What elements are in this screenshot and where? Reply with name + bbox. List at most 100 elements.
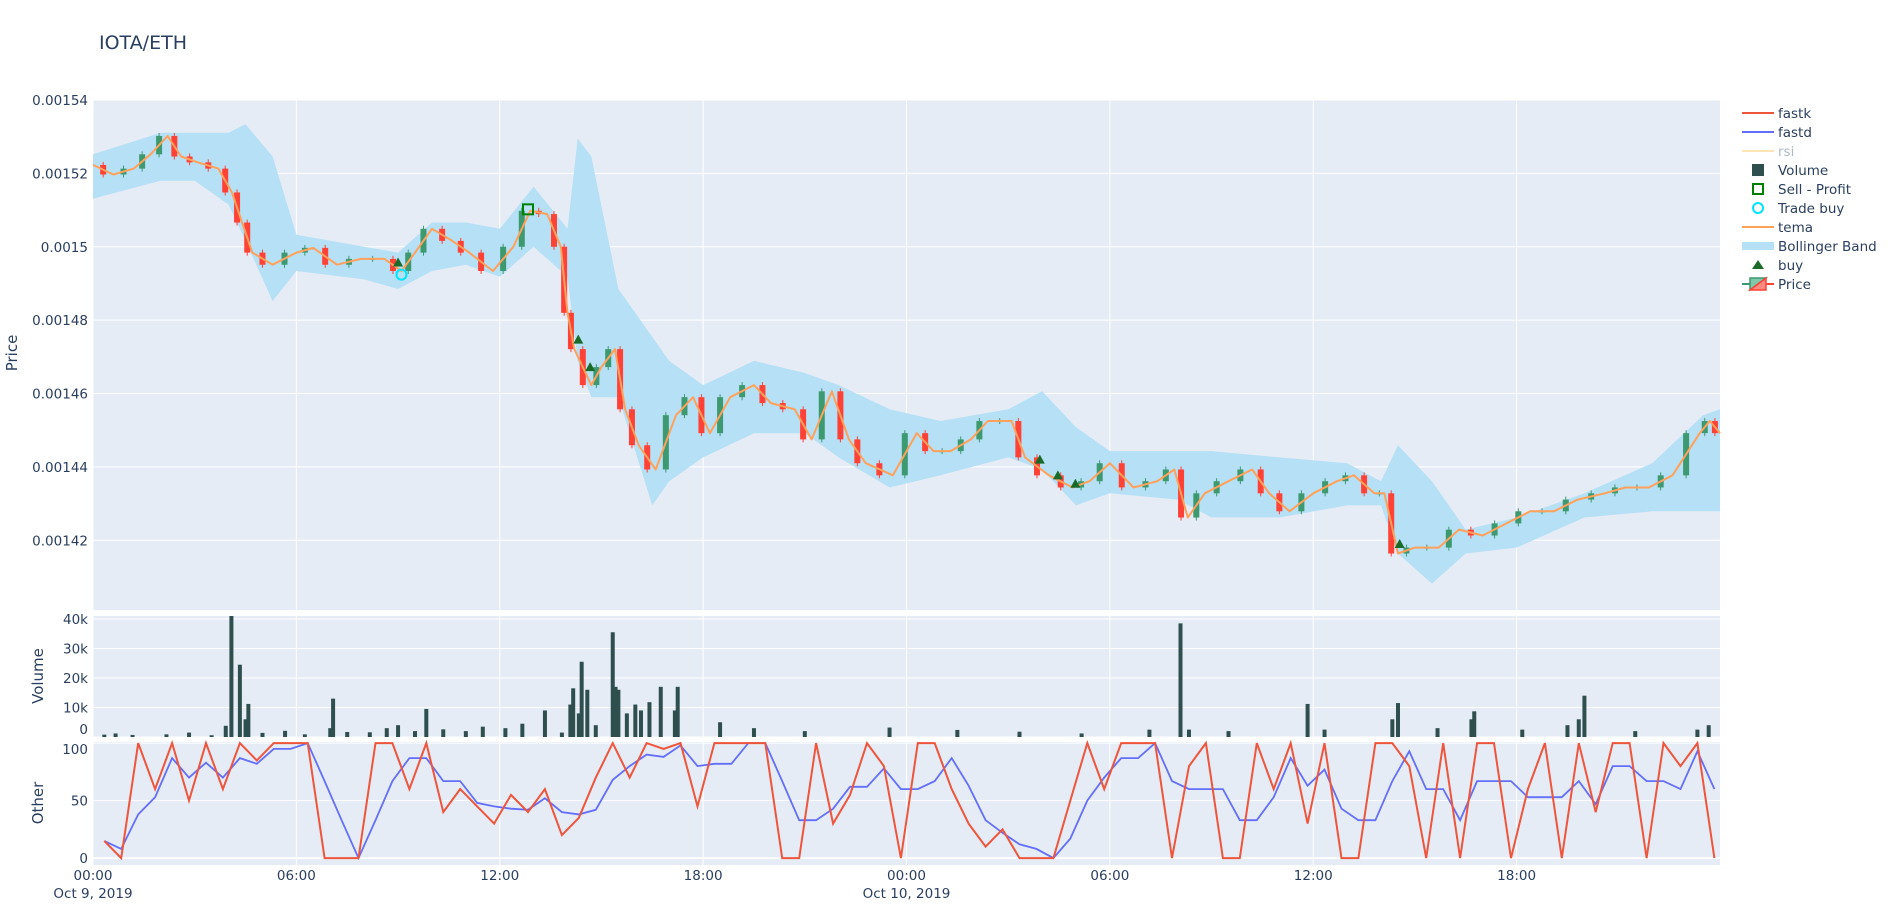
volume-bar xyxy=(579,661,584,737)
volume-bar xyxy=(229,616,234,737)
volume-bar xyxy=(751,728,756,737)
volume-bar xyxy=(1520,729,1525,737)
trade-buy-marker xyxy=(395,268,408,281)
tema-line-path xyxy=(92,135,1721,555)
volume-bar xyxy=(463,731,468,737)
legend-triangle-icon xyxy=(1752,260,1764,269)
sell-profit-marker xyxy=(521,203,534,216)
legend-label: fastd xyxy=(1778,125,1812,141)
x-tick-date: Oct 10, 2019 xyxy=(863,886,951,902)
volume-bar xyxy=(542,710,547,737)
volume-tick-label: 30k xyxy=(63,641,88,657)
volume-bar xyxy=(413,731,418,737)
volume-bar xyxy=(568,704,573,737)
volume-bar xyxy=(102,734,107,737)
other-tick-label: 50 xyxy=(71,794,88,810)
other-axis-title: Other xyxy=(29,781,47,824)
oscillator-lines xyxy=(103,739,1716,861)
volume-bar xyxy=(1017,731,1022,737)
volume-bar xyxy=(585,689,590,737)
legend-label: Volume xyxy=(1778,163,1828,179)
volume-bar xyxy=(1435,728,1440,737)
legend-item-bollinger-band[interactable]: Bollinger Band xyxy=(1742,239,1877,255)
legend-item-volume[interactable]: Volume xyxy=(1752,163,1828,179)
bollinger-band-area xyxy=(93,124,1720,584)
volume-bar xyxy=(1395,703,1400,737)
legend-item-tema[interactable]: tema xyxy=(1742,220,1813,236)
x-tick-label: 00:00 xyxy=(887,868,926,884)
buy-marker xyxy=(1070,478,1081,488)
x-tick-label: 12:00 xyxy=(480,868,519,884)
volume-bar xyxy=(1565,725,1570,737)
volume-bar xyxy=(480,726,485,737)
volume-bar xyxy=(658,686,663,737)
volume-bar xyxy=(260,732,265,737)
tema-line xyxy=(92,135,1721,555)
volume-bars xyxy=(102,616,1711,737)
legend-item-price[interactable]: Price xyxy=(1742,276,1811,293)
volume-bar xyxy=(1178,623,1183,737)
volume-bar xyxy=(1576,719,1581,737)
axis-ticks: 00:00 Oct 9, 2019 06:00 12:00 18:00 00:00 Oct … xyxy=(32,93,1536,902)
chart-title: IOTA/ETH xyxy=(99,32,187,54)
legend-item-buy[interactable]: buy xyxy=(1752,258,1803,274)
volume-bar xyxy=(1706,725,1711,737)
volume-bar xyxy=(571,688,576,737)
volume-bar xyxy=(302,734,307,737)
legend-item-fastd[interactable]: fastd xyxy=(1742,125,1812,141)
legend-circle-icon xyxy=(1752,202,1764,214)
volume-bar xyxy=(1469,719,1474,737)
legend-item-rsi[interactable]: rsi xyxy=(1742,144,1794,160)
buy-marker xyxy=(1034,454,1045,464)
volume-bar xyxy=(441,729,446,737)
volume-bar xyxy=(887,727,892,737)
legend-band-icon xyxy=(1742,242,1774,250)
legend-open-square-icon xyxy=(1752,183,1764,195)
volume-bar xyxy=(424,708,429,737)
price-tick-label: 0.00154 xyxy=(32,93,88,109)
volume-bar xyxy=(624,713,629,737)
volume-bar xyxy=(243,719,248,737)
volume-bar xyxy=(1633,731,1638,737)
volume-bar xyxy=(237,664,242,737)
volume-bar xyxy=(1390,719,1395,737)
legend-label: fastk xyxy=(1778,106,1811,122)
volume-tick-label: 0 xyxy=(79,722,88,738)
volume-bar xyxy=(328,728,333,737)
volume-bar xyxy=(130,734,135,737)
legend-square-icon xyxy=(1752,164,1764,176)
legend-label: rsi xyxy=(1778,144,1794,160)
volume-bar xyxy=(593,725,598,737)
volume-bar xyxy=(675,686,680,737)
volume-bar xyxy=(647,702,652,737)
volume-axis-title: Volume xyxy=(29,648,47,704)
legend-label: tema xyxy=(1778,220,1813,236)
buy-marker xyxy=(1394,538,1405,548)
volume-bar xyxy=(223,725,228,737)
other-tick-label: 100 xyxy=(62,742,88,758)
buy-marker xyxy=(573,334,584,344)
legend-item-trade-buy[interactable]: Trade buy xyxy=(1752,201,1844,217)
volume-bar xyxy=(610,632,615,737)
legend-candle-down-icon xyxy=(1747,276,1767,291)
legend-label: buy xyxy=(1778,258,1803,274)
fastd-line xyxy=(103,741,1716,861)
legend-label: Trade buy xyxy=(1777,201,1844,217)
volume-bar xyxy=(246,703,251,737)
volume-bar xyxy=(672,710,677,737)
buy-marker xyxy=(585,362,596,372)
x-tick-label: 00:00 xyxy=(74,868,113,884)
legend-item-fastk[interactable]: fastk xyxy=(1742,106,1811,122)
buy-marker xyxy=(1052,470,1063,480)
legend[interactable]: fastk fastd rsi Volume Sell - Profit Trade bu… xyxy=(1742,106,1877,293)
volume-bar xyxy=(638,710,643,737)
volume-bar xyxy=(633,704,638,737)
volume-bar xyxy=(1305,703,1310,737)
volume-tick-label: 20k xyxy=(63,671,88,687)
price-tick-label: 0.00146 xyxy=(32,387,88,403)
legend-item-sell-profit[interactable]: Sell - Profit xyxy=(1752,182,1851,198)
volume-bar xyxy=(1079,733,1084,737)
price-axis-title: Price xyxy=(3,335,21,372)
volume-bar xyxy=(345,731,350,737)
